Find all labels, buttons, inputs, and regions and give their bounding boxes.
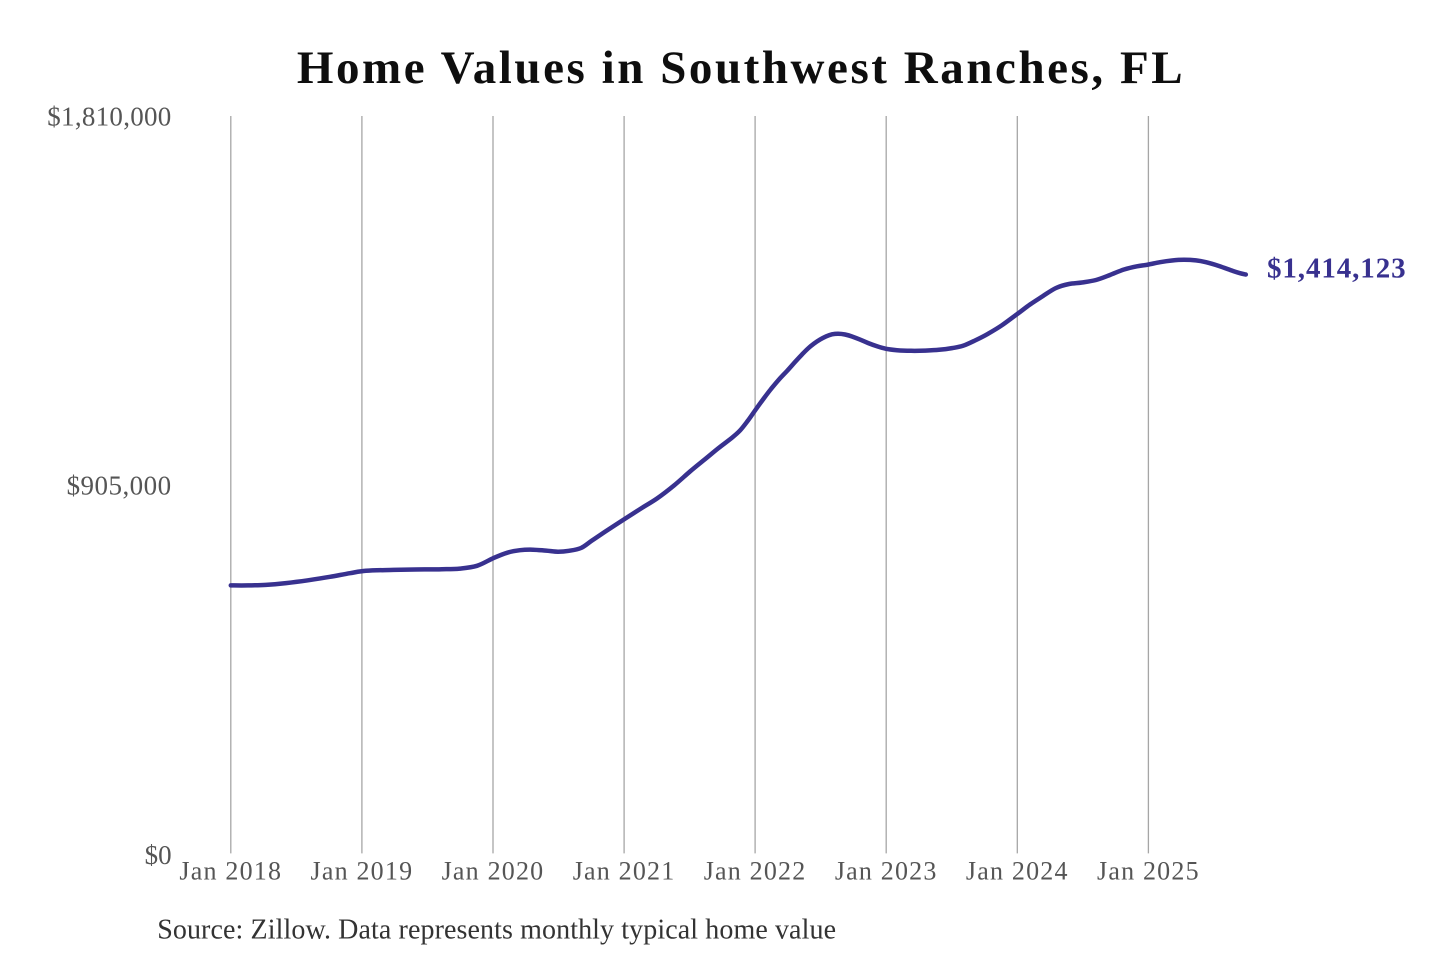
svg-text:Jan 2025: Jan 2025 bbox=[1097, 856, 1200, 885]
svg-text:Jan 2021: Jan 2021 bbox=[573, 856, 676, 885]
svg-text:Jan 2023: Jan 2023 bbox=[835, 856, 938, 885]
svg-text:Source: Zillow. Data represent: Source: Zillow. Data represents monthly … bbox=[157, 914, 836, 945]
svg-text:Jan 2024: Jan 2024 bbox=[966, 856, 1069, 885]
svg-text:Jan 2020: Jan 2020 bbox=[442, 856, 545, 885]
svg-text:Jan 2022: Jan 2022 bbox=[704, 856, 807, 885]
svg-text:Jan 2018: Jan 2018 bbox=[179, 856, 282, 885]
svg-text:$1,810,000: $1,810,000 bbox=[47, 102, 171, 132]
svg-text:$1,414,123: $1,414,123 bbox=[1267, 252, 1407, 284]
svg-text:$0: $0 bbox=[145, 840, 172, 870]
svg-text:Home Values in Southwest Ranch: Home Values in Southwest Ranches, FL bbox=[297, 42, 1185, 94]
svg-text:$905,000: $905,000 bbox=[67, 471, 172, 501]
svg-text:Jan 2019: Jan 2019 bbox=[311, 856, 414, 885]
